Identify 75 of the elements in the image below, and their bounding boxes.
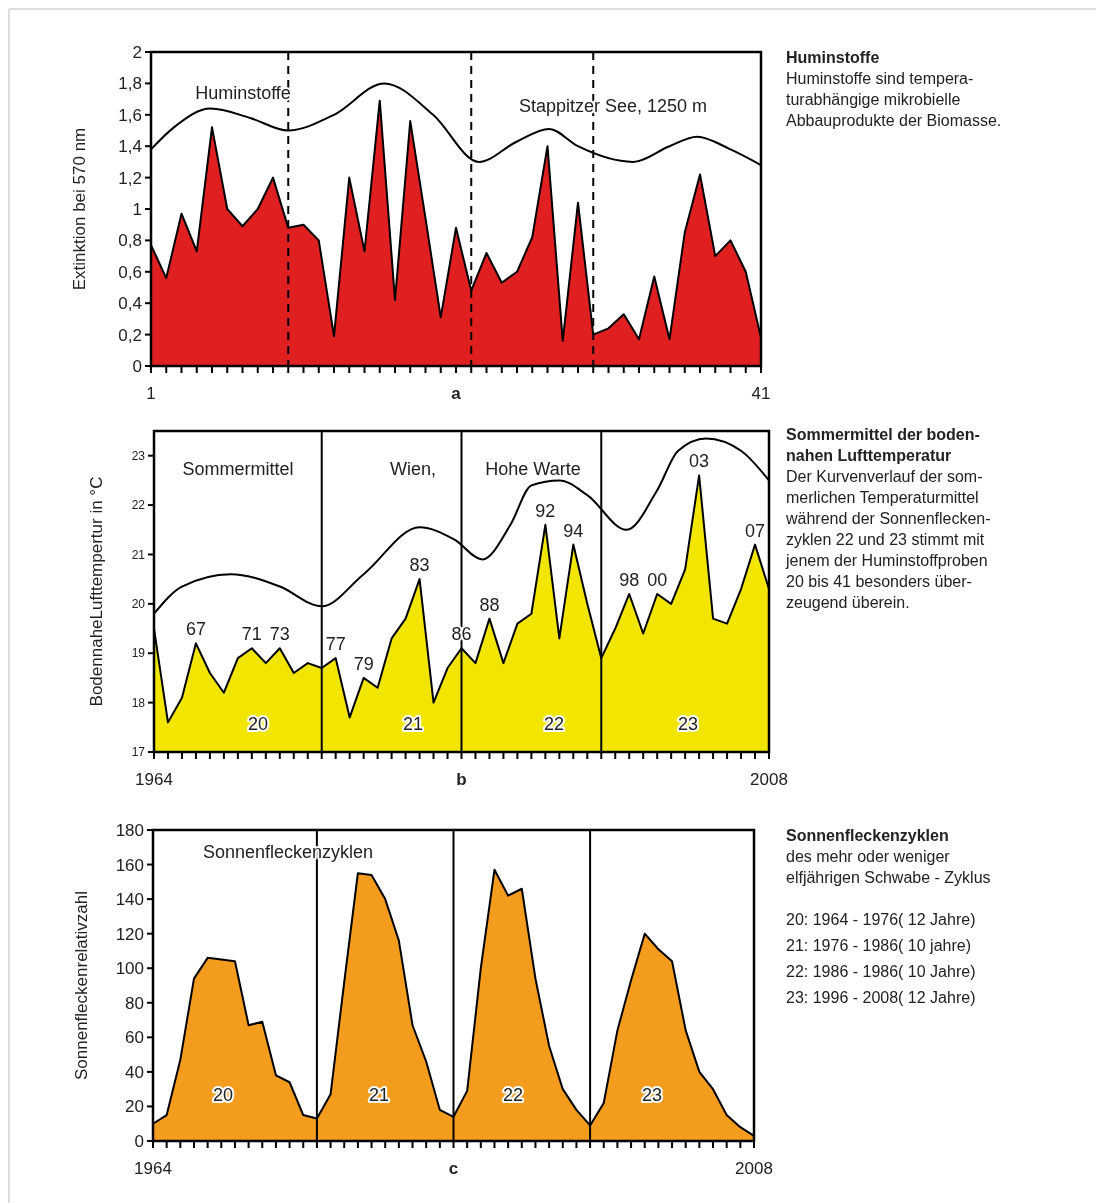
text: des mehr oder weniger elfjährigen Schwabe - Zyklus [786,848,991,886]
y-tick-label: 0,8 [118,231,142,251]
annotation: 20 [212,1085,234,1105]
y-tick-label: 20 [125,1097,144,1117]
y-tick-label: 17 [131,745,146,760]
x-tick-label: 41 [751,384,771,403]
y-axis-title: BodennaheLufttempertur in °C [87,476,106,707]
text: Sonnenfleckenzyklen [786,827,949,844]
y-tick-label: 2 [132,42,142,62]
y-tick-label: 0,6 [118,262,142,282]
annotation: 21 [368,1085,390,1105]
y-axis-title: Extinktion bei 570 nm [70,127,89,291]
y-tick-label: 80 [125,993,144,1013]
y-tick-label: 1,4 [118,137,142,157]
annotation: 71 [241,624,262,645]
text: Huminstoffe sind tempera- turabhängige mikrobielle Abbauprodukte der Biomasse. [786,70,1002,129]
x-axis-title: b [456,770,467,789]
y-tick-label: 21 [131,547,146,562]
y-tick-label: 20 [131,597,146,612]
y-tick-label: 1 [132,199,142,219]
y-tick-label: 0 [132,356,142,376]
annotation: 07 [745,520,766,541]
annotation: Hohe Warte [485,459,581,479]
text: 21: 1976 - 1986( 10 jahre) [786,937,972,954]
y-tick-label: 0 [134,1131,144,1151]
x-tick-label: 1964 [134,1159,172,1178]
text: Huminstoffe [786,49,880,66]
annotation: Sommermittel [182,459,294,479]
annotation: 94 [563,520,584,541]
y-tick-label: 1,2 [118,168,142,188]
text: 23: 1996 - 2008( 12 Jahre) [786,989,976,1006]
annotation: 20 [247,714,269,734]
y-tick-label: 100 [115,959,144,979]
annotation: 00 [647,569,668,590]
annotation: 92 [535,500,556,521]
annotation: Wien, [389,459,437,479]
y-tick-label: 22 [131,498,146,513]
y-axis-title: Sonnenfleckenrelativzahl [72,890,91,1081]
x-tick-label: 1964 [135,770,173,789]
annotation: 73 [269,624,290,645]
text: Der Kurvenverlauf der som- merlichen Temperaturmittel während der Sonnenflecken- zyklen 22 und 23 stimmt mit jenem der Huminstoffproben 20 bis 41 besonders über- zeugend überein. [785,468,991,611]
y-tick-label: 160 [115,855,144,875]
annotation: 23 [641,1085,663,1105]
y-tick-label: 23 [131,448,146,463]
annotation: 83 [409,555,430,576]
text: 22: 1986 - 1986( 10 Jahre) [786,963,976,980]
x-tick-label: 2008 [750,770,788,789]
y-tick-label: 19 [131,646,146,661]
text: Sommermittel der boden- nahen Lufttemperatur [786,426,980,464]
y-tick-label: 18 [131,695,146,710]
annotation: 21 [402,714,424,734]
annotation: 67 [185,619,206,640]
annotation: 03 [689,451,710,472]
y-tick-label: 120 [115,924,144,944]
annotation: 22 [502,1085,524,1105]
annotation: 22 [543,714,565,734]
y-tick-label: 1,6 [118,105,142,125]
y-tick-label: 0,4 [118,294,142,314]
y-tick-label: 40 [125,1062,144,1082]
x-tick-label: 2008 [735,1159,773,1178]
annotation: 79 [353,653,374,674]
annotation: 77 [325,634,346,655]
text: 20: 1964 - 1976( 12 Jahre) [786,911,976,928]
annotation: 23 [677,714,699,734]
y-tick-label: 1,8 [118,74,142,94]
annotation: Stappitzer See, 1250 m [518,96,708,116]
y-tick-label: 180 [115,820,144,840]
y-tick-label: 140 [115,890,144,910]
annotation: 88 [479,594,500,615]
x-axis-title: a [451,384,462,403]
annotation: Huminstoffe [195,83,291,103]
annotation: 98 [619,569,640,590]
y-tick-label: 0,2 [118,325,142,345]
y-tick-label: 60 [125,1028,144,1048]
x-axis-title: c [448,1159,459,1178]
